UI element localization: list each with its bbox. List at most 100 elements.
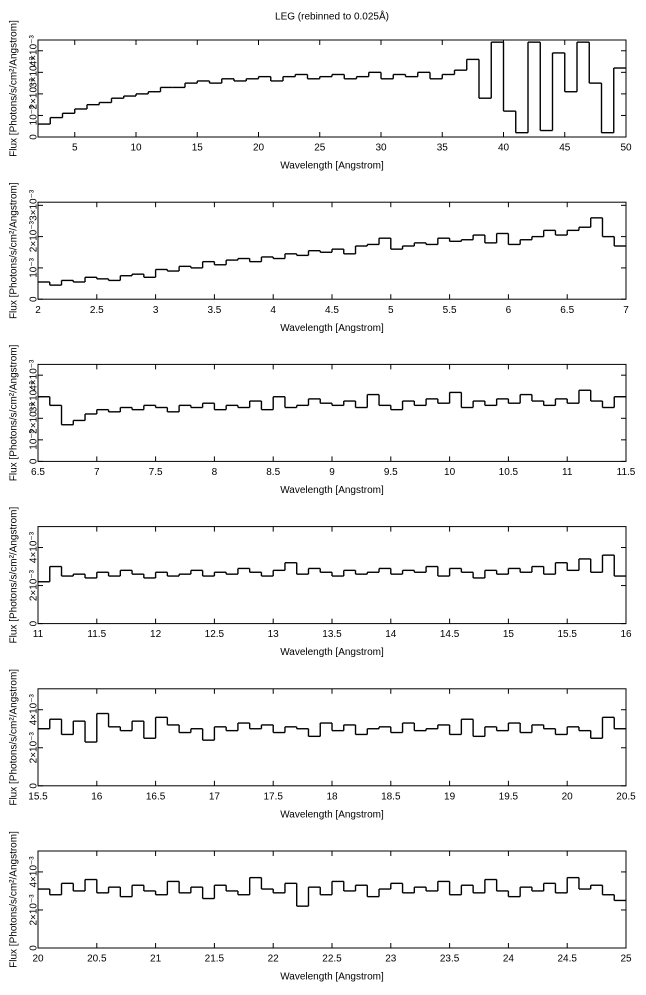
x-tick-label: 16.5 (146, 791, 166, 802)
x-tick-label: 10 (130, 143, 142, 154)
x-tick-label: 13.5 (322, 629, 342, 640)
x-tick-label: 17.5 (263, 791, 283, 802)
x-axis-label: Wavelength [Angstrom] (280, 809, 384, 820)
x-tick-label: 24 (503, 954, 515, 965)
x-tick-label: 15.5 (557, 629, 577, 640)
y-tick-label: 4×10⁻³ (29, 693, 40, 725)
y-tick-label: 10⁻³ (29, 429, 40, 449)
x-tick-label: 30 (375, 143, 387, 154)
y-axis-label: Flux [Photons/s/cm²/Angstrom] (9, 344, 20, 481)
x-tick-label: 9 (329, 467, 335, 478)
x-tick-label: 18 (326, 791, 338, 802)
x-axis-label: Wavelength [Angstrom] (280, 485, 384, 496)
x-tick-label: 23.5 (440, 954, 460, 965)
step-connector (49, 877, 615, 907)
x-tick-label: 18.5 (381, 791, 401, 802)
x-tick-label: 4 (270, 305, 276, 316)
x-tick-label: 11 (33, 629, 44, 640)
x-tick-label: 25 (620, 954, 632, 965)
y-tick-label: 3×10⁻³ (29, 381, 40, 413)
x-tick-label: 21.5 (205, 954, 225, 965)
x-tick-label: 15 (192, 143, 204, 154)
y-tick-label: 4×10⁻³ (29, 856, 40, 888)
x-tick-label: 35 (437, 143, 449, 154)
x-tick-label: 11.5 (87, 629, 106, 640)
x-tick-label: 7 (94, 467, 100, 478)
x-axis-label: Wavelength [Angstrom] (280, 647, 384, 658)
y-tick-label: 2×10⁻³ (29, 894, 40, 926)
step-connector (49, 390, 615, 425)
x-tick-label: 21 (150, 954, 162, 965)
x-tick-label: 7.5 (149, 467, 163, 478)
y-tick-label: 2×10⁻³ (29, 220, 40, 252)
x-tick-label: 10.5 (499, 467, 519, 478)
x-tick-label: 6.5 (31, 467, 45, 478)
y-axis-label: Flux [Photons/s/cm²/Angstrom] (9, 669, 20, 806)
y-tick-label: 10⁻³ (29, 105, 40, 125)
y-axis-label: Flux [Photons/s/cm²/Angstrom] (9, 831, 20, 968)
x-tick-label: 14 (385, 629, 397, 640)
x-tick-label: 4.5 (325, 305, 339, 316)
x-tick-label: 20 (32, 954, 44, 965)
y-axis-label: Flux [Photons/s/cm²/Angstrom] (9, 507, 20, 644)
x-tick-label: 15.5 (28, 791, 48, 802)
x-tick-label: 13 (268, 629, 280, 640)
x-tick-label: 3.5 (207, 305, 221, 316)
y-tick-label: 3×10⁻³ (29, 189, 40, 221)
x-tick-label: 7 (623, 305, 629, 316)
y-tick-label: 2×10⁻³ (29, 78, 40, 110)
step-connector (49, 713, 615, 743)
y-axis-label: Flux [Photons/s/cm²/Angstrom] (9, 20, 20, 157)
x-tick-label: 19.5 (499, 791, 519, 802)
x-tick-label: 22.5 (322, 954, 342, 965)
x-axis-label: Wavelength [Angstrom] (280, 972, 384, 983)
x-tick-label: 14.5 (440, 629, 460, 640)
x-tick-label: 5.5 (443, 305, 457, 316)
x-tick-label: 10 (444, 467, 456, 478)
x-tick-label: 12 (150, 629, 162, 640)
y-tick-label: 0 (29, 783, 40, 789)
x-tick-label: 40 (498, 143, 510, 154)
x-tick-label: 20 (562, 791, 574, 802)
x-tick-label: 24.5 (557, 954, 577, 965)
y-tick-label: 0 (29, 458, 40, 464)
x-tick-label: 2 (35, 305, 41, 316)
x-tick-label: 20.5 (616, 791, 636, 802)
x-tick-label: 6 (506, 305, 512, 316)
y-tick-label: 4×10⁻³ (29, 531, 40, 563)
x-tick-label: 3 (153, 305, 159, 316)
y-tick-label: 0 (29, 134, 40, 140)
y-tick-label: 4×10⁻³ (29, 35, 40, 67)
y-axis-label: Flux [Photons/s/cm²/Angstrom] (9, 182, 20, 319)
x-tick-label: 45 (559, 143, 571, 154)
x-axis-label: Wavelength [Angstrom] (280, 161, 384, 172)
step-connector (49, 555, 615, 582)
plot-frame (37, 39, 627, 138)
x-tick-label: 17 (209, 791, 221, 802)
x-tick-label: 19 (444, 791, 456, 802)
x-tick-label: 25 (314, 143, 326, 154)
y-tick-label: 0 (29, 620, 40, 626)
step-connector (49, 217, 615, 286)
x-axis-label: Wavelength [Angstrom] (280, 323, 384, 334)
x-tick-label: 22 (268, 954, 280, 965)
x-tick-label: 5 (72, 143, 78, 154)
y-tick-label: 4×10⁻³ (29, 359, 40, 391)
x-tick-label: 20 (253, 143, 265, 154)
x-tick-label: 15 (503, 629, 515, 640)
x-tick-label: 5 (388, 305, 394, 316)
x-tick-label: 11.5 (617, 467, 636, 478)
x-tick-label: 16 (620, 629, 632, 640)
x-tick-label: 11 (562, 467, 573, 478)
x-tick-label: 8.5 (266, 467, 280, 478)
y-tick-label: 2×10⁻³ (29, 569, 40, 601)
x-tick-label: 20.5 (87, 954, 107, 965)
x-tick-label: 50 (620, 143, 632, 154)
y-tick-label: 2×10⁻³ (29, 402, 40, 434)
y-tick-label: 2×10⁻³ (29, 732, 40, 764)
chart-title: LEG (rebinned to 0.025Å) (275, 10, 389, 23)
y-tick-label: 10⁻³ (29, 257, 40, 277)
x-tick-label: 2.5 (90, 305, 104, 316)
